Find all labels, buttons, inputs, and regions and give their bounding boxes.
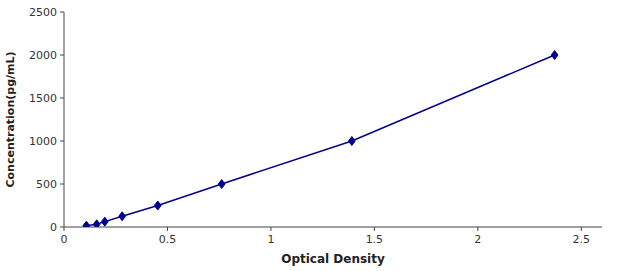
- y-tick: [60, 98, 64, 99]
- chart-svg: 0 0.5 1 1.5 2 2.5 0 500 1000 1500 2000 2500 Optical …: [0, 0, 618, 271]
- y-axis-label: Concentration(pg/mL): [4, 51, 17, 187]
- y-tick-label: 500: [36, 178, 57, 191]
- y-tick: [60, 55, 64, 56]
- x-tick-label: 1: [267, 233, 274, 246]
- data-point: [119, 212, 126, 221]
- y-tick-label: 0: [50, 221, 57, 234]
- y-tick: [60, 227, 64, 228]
- data-point: [93, 220, 100, 227]
- x-tick: [270, 227, 271, 231]
- x-tick-label: 2: [474, 233, 481, 246]
- x-axis-label: Optical Density: [281, 252, 385, 266]
- y-tick-label: 1500: [29, 92, 57, 105]
- x-tick: [374, 227, 375, 231]
- x-tick-label: 2.5: [573, 233, 591, 246]
- y-tick: [60, 184, 64, 185]
- data-point: [551, 51, 558, 60]
- data-point: [348, 137, 355, 146]
- x-tick-label: 0.5: [159, 233, 177, 246]
- data-line: [86, 55, 554, 226]
- data-point: [83, 221, 90, 227]
- y-tick-label: 2000: [29, 49, 57, 62]
- y-tick-label: 2500: [29, 6, 57, 19]
- data-point: [154, 201, 161, 210]
- chart-container: 0 0.5 1 1.5 2 2.5 0 500 1000 1500 2000 2500 Optical …: [0, 0, 618, 271]
- data-point: [218, 180, 225, 189]
- y-axis-line: [64, 12, 65, 227]
- y-tick: [60, 141, 64, 142]
- y-tick: [60, 12, 64, 13]
- x-tick-label: 1.5: [366, 233, 384, 246]
- x-tick: [64, 227, 65, 231]
- data-point: [101, 217, 108, 226]
- x-tick: [477, 227, 478, 231]
- x-tick: [581, 227, 582, 231]
- background: [0, 0, 618, 271]
- y-tick-label: 1000: [29, 135, 57, 148]
- x-tick: [167, 227, 168, 231]
- plot-area: [83, 51, 558, 228]
- x-tick-label: 0: [61, 233, 68, 246]
- x-axis-line: [64, 227, 602, 228]
